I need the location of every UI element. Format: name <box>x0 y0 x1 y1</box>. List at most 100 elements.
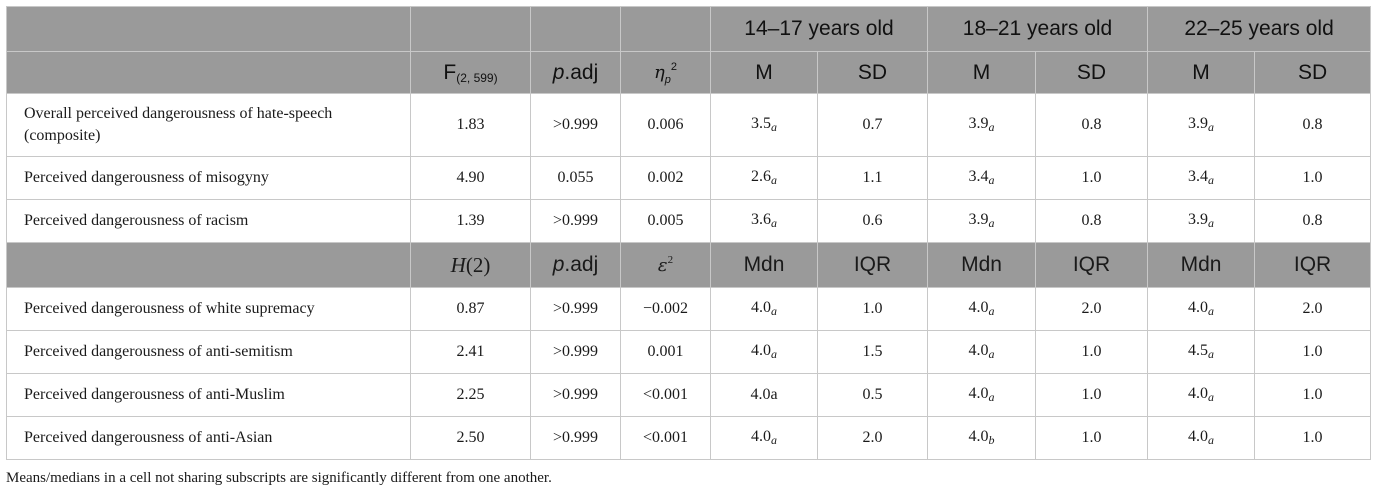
subscript: a <box>988 390 995 404</box>
row-label: Perceived dangerousness of anti-Muslim <box>6 373 411 417</box>
central-value-1: 2.6a <box>710 156 818 200</box>
table-row: Perceived dangerousness of misogyny 4.90 0… <box>6 156 1372 200</box>
test-statistic: 1.83 <box>410 93 531 157</box>
header-sd-2: SD <box>1035 51 1149 94</box>
subscript: a <box>1208 216 1215 230</box>
row-label: Perceived dangerousness of misogyny <box>6 156 411 200</box>
header-row-nonparametric: H(2) p.adj ε2 Mdn IQR Mdn IQR Mdn IQR <box>6 242 1372 288</box>
central-value-2: 3.4a <box>927 156 1037 200</box>
subscript: a <box>1208 120 1215 134</box>
row-label-value: Perceived dangerousness of racism <box>24 212 249 229</box>
spread-value-2: 1.0 <box>1035 156 1149 200</box>
row-label: Perceived dangerousness of anti-Asian <box>6 416 411 460</box>
subscript: a <box>988 120 995 134</box>
table-row: Perceived dangerousness of anti-Muslim 2.… <box>6 373 1372 417</box>
subscript: a <box>771 347 777 361</box>
subscript: a <box>988 304 995 318</box>
test-statistic-value: 4.90 <box>456 169 485 186</box>
central-value-3: 4.0a <box>1147 373 1256 417</box>
header-h-stat: H(2) <box>410 242 531 288</box>
test-statistic: 2.41 <box>410 330 531 374</box>
central-value-3: 4.0a <box>1147 287 1256 331</box>
header-blank <box>410 6 531 52</box>
central-value-2-value: 4.0 <box>968 299 989 316</box>
subscript: a <box>1208 347 1215 361</box>
p-adjusted-value: >0.999 <box>552 300 599 317</box>
header-row-groups: 14–17 years old 18–21 years old 22–25 ye… <box>6 6 1372 52</box>
section-nonparametric-header: H(2) p.adj ε2 Mdn IQR Mdn IQR Mdn IQR <box>6 242 1372 288</box>
central-value-2-value: 3.9 <box>968 211 989 228</box>
row-label-value: Overall perceived dangerousness of hate-… <box>24 105 333 144</box>
spread-value-2-value: 1.0 <box>1081 386 1102 403</box>
effect-size-value: −0.002 <box>642 300 689 317</box>
header-f-stat: F(2, 599) <box>410 51 531 94</box>
spread-value-3: 0.8 <box>1254 93 1372 157</box>
spread-value-3-value: 2.0 <box>1302 300 1323 317</box>
test-statistic: 2.50 <box>410 416 531 460</box>
row-label: Perceived dangerousness of white suprema… <box>6 287 411 331</box>
test-statistic-value: 0.87 <box>456 300 485 317</box>
spread-value-2: 0.8 <box>1035 93 1149 157</box>
p-adjusted-value: >0.999 <box>552 386 599 403</box>
test-statistic: 0.87 <box>410 287 531 331</box>
central-value-3-value: 3.4 <box>1188 168 1209 185</box>
subscript: a <box>988 347 995 361</box>
central-value-2: 3.9a <box>927 93 1037 157</box>
effect-size-value: 0.002 <box>647 169 684 186</box>
row-label-value: Perceived dangerousness of anti-semitism <box>24 343 293 360</box>
spread-value-1: 0.6 <box>816 199 929 243</box>
test-statistic: 1.39 <box>410 199 531 243</box>
central-value-2: 4.0a <box>927 330 1037 374</box>
test-statistic: 2.25 <box>410 373 531 417</box>
spread-value-3: 1.0 <box>1254 330 1372 374</box>
central-value-2: 4.0a <box>927 373 1037 417</box>
spread-value-2-value: 0.8 <box>1081 212 1102 229</box>
header-mdn-2: Mdn <box>927 242 1037 288</box>
header-blank <box>620 6 711 52</box>
central-value-2-value: 4.0 <box>968 385 989 402</box>
spread-value-3-value: 0.8 <box>1302 116 1323 133</box>
central-value-3: 4.5a <box>1147 330 1256 374</box>
spread-value-3-value: 0.8 <box>1302 212 1323 229</box>
row-label: Perceived dangerousness of anti-semitism <box>6 330 411 374</box>
spread-value-3-value: 1.0 <box>1302 386 1323 403</box>
spread-value-2-value: 1.0 <box>1081 169 1102 186</box>
subscript: a <box>988 173 995 187</box>
effect-size: <0.001 <box>620 416 711 460</box>
p-adjusted-value: >0.999 <box>552 212 599 229</box>
central-value-1: 4.0a <box>710 373 818 417</box>
header-blank <box>530 6 621 52</box>
spread-value-1-value: 1.5 <box>862 343 883 360</box>
spread-value-1-value: 1.1 <box>862 169 883 186</box>
row-label-value: Perceived dangerousness of misogyny <box>24 169 269 186</box>
spread-value-1-value: 2.0 <box>862 429 883 446</box>
central-value-1: 4.0a <box>710 287 818 331</box>
central-value-1-value: 4.0 <box>751 342 771 359</box>
row-label: Overall perceived dangerousness of hate-… <box>6 93 411 157</box>
row-label: Perceived dangerousness of racism <box>6 199 411 243</box>
subscript: a <box>1208 433 1215 447</box>
central-value-3-value: 4.5 <box>1188 342 1209 359</box>
subscript: a <box>771 304 777 318</box>
spread-value-3-value: 1.0 <box>1302 429 1323 446</box>
central-value-3: 3.4a <box>1147 156 1256 200</box>
header-mdn-3: Mdn <box>1147 242 1256 288</box>
central-value-1: 4.0a <box>710 416 818 460</box>
spread-value-2: 0.8 <box>1035 199 1149 243</box>
header-p-adj: p.adj <box>530 242 621 288</box>
table-row: Perceived dangerousness of anti-semitism… <box>6 330 1372 374</box>
p-adjusted: 0.055 <box>530 156 621 200</box>
spread-value-1: 2.0 <box>816 416 929 460</box>
central-value-1: 4.0a <box>710 330 818 374</box>
header-eta-squared: ηp2 <box>620 51 711 94</box>
spread-value-3: 2.0 <box>1254 287 1372 331</box>
effect-size-value: 0.006 <box>647 116 684 133</box>
central-value-3-value: 3.9 <box>1188 211 1209 228</box>
spread-value-2-value: 0.8 <box>1081 116 1102 133</box>
table-row: Overall perceived dangerousness of hate-… <box>6 93 1372 157</box>
central-value-1-value: 3.6 <box>751 211 771 228</box>
central-value-1: 3.5a <box>710 93 818 157</box>
spread-value-1-value: 0.5 <box>862 386 883 403</box>
spread-value-1: 0.7 <box>816 93 929 157</box>
spread-value-1: 1.1 <box>816 156 929 200</box>
